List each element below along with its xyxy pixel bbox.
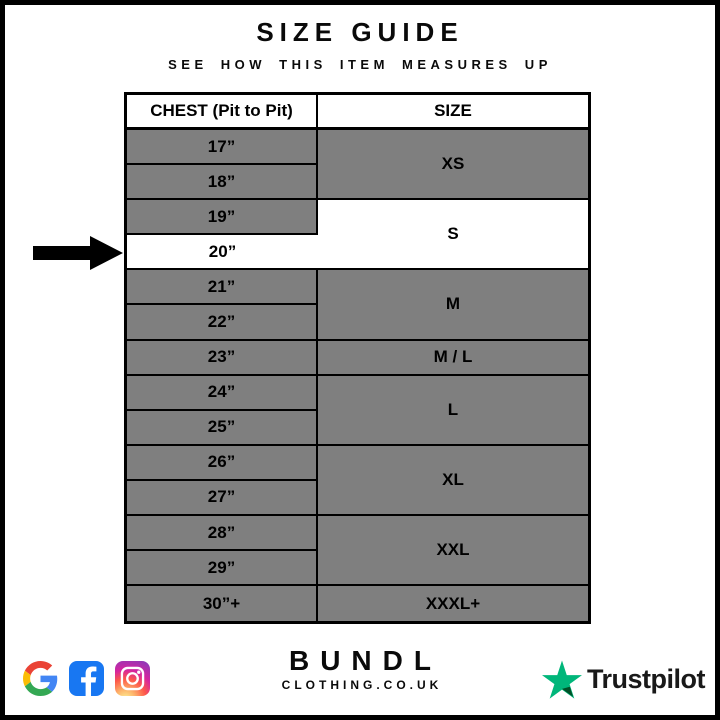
size-cell-s-highlighted: S: [318, 200, 588, 271]
selected-row-arrow-icon: [33, 236, 123, 270]
social-icons: [23, 661, 150, 696]
instagram-icon[interactable]: [115, 661, 150, 696]
column-header-size: SIZE: [318, 95, 588, 130]
chest-cell-29: 29”: [127, 551, 318, 587]
chest-cell-26: 26”: [127, 445, 318, 481]
size-cell-xs: XS: [318, 130, 588, 201]
size-cell-l: L: [318, 375, 588, 446]
size-table: CHEST (Pit to Pit) SIZE 17” XS 18” 19” S…: [124, 92, 591, 625]
size-cell-m-l: M / L: [318, 340, 588, 376]
brand-name: BUNDL: [288, 645, 442, 676]
trustpilot-logo[interactable]: Trustpilot: [542, 659, 706, 699]
chest-cell-18: 18”: [127, 165, 318, 201]
size-cell-m: M: [318, 270, 588, 341]
brand-logo: BUNDL CLOTHING.CO.UK: [282, 645, 439, 692]
column-header-chest: CHEST (Pit to Pit): [127, 95, 318, 130]
size-cell-xxl: XXL: [318, 516, 588, 587]
trustpilot-label: Trustpilot: [587, 663, 706, 694]
trustpilot-star-icon: [542, 660, 582, 699]
size-cell-xxxl-plus: XXXL+: [318, 586, 588, 622]
chest-cell-22: 22”: [127, 305, 318, 341]
size-cell-xl: XL: [318, 445, 588, 517]
chest-cell-25: 25”: [127, 410, 318, 446]
chest-cell-23: 23”: [127, 340, 318, 376]
chest-cell-24: 24”: [127, 375, 318, 411]
chest-cell-19: 19”: [127, 200, 318, 236]
chest-cell-20-highlighted: 20”: [127, 235, 318, 271]
chest-cell-17: 17”: [127, 130, 318, 166]
brand-domain: CLOTHING.CO.UK: [281, 678, 443, 692]
chest-cell-30-plus: 30”+: [127, 586, 318, 622]
google-icon[interactable]: [23, 661, 58, 696]
page-subtitle: SEE HOW THIS ITEM MEASURES UP: [168, 57, 552, 72]
chest-cell-28: 28”: [127, 516, 318, 552]
page-title: SIZE GUIDE: [256, 17, 464, 47]
facebook-icon[interactable]: [69, 661, 104, 696]
chest-cell-21: 21”: [127, 270, 318, 306]
chest-cell-27: 27”: [127, 480, 318, 517]
